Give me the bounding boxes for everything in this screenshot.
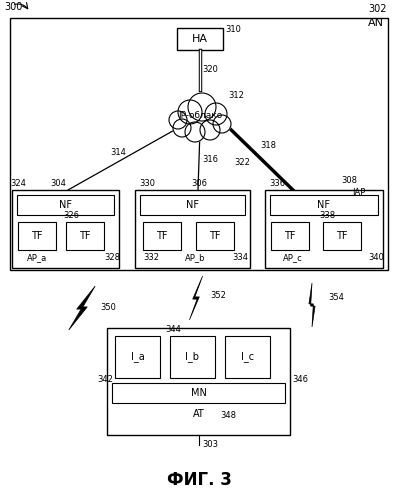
Bar [17, 195, 114, 215]
Text: TF: TF [209, 231, 221, 241]
Text: I_b: I_b [186, 352, 200, 362]
Bar [225, 336, 270, 378]
Text: 312: 312 [228, 91, 244, 100]
Polygon shape [69, 286, 95, 330]
Text: 344: 344 [165, 325, 181, 334]
Text: AT: AT [193, 409, 204, 419]
Text: 342: 342 [97, 374, 113, 384]
Bar [323, 222, 361, 250]
Text: MN: MN [191, 388, 206, 398]
Text: 314: 314 [110, 148, 126, 157]
Polygon shape [309, 283, 315, 327]
Bar [112, 383, 285, 403]
Bar [18, 222, 56, 250]
Text: 330: 330 [139, 179, 155, 188]
Bar [170, 336, 215, 378]
Bar [135, 190, 250, 268]
Text: AP_b: AP_b [184, 253, 205, 262]
Text: 350: 350 [100, 303, 116, 312]
Text: 348: 348 [221, 411, 237, 420]
Circle shape [188, 93, 216, 121]
Text: TF: TF [284, 231, 296, 241]
Circle shape [169, 111, 187, 129]
Text: IAP: IAP [352, 188, 365, 197]
Bar [66, 222, 104, 250]
Text: TF: TF [79, 231, 91, 241]
Bar [10, 18, 388, 270]
Bar [271, 222, 309, 250]
Bar [143, 222, 181, 250]
Text: TF: TF [31, 231, 43, 241]
Text: TF: TF [336, 231, 348, 241]
Text: 340: 340 [368, 253, 384, 262]
Text: AP_a: AP_a [27, 253, 47, 262]
Text: 300: 300 [4, 2, 22, 12]
Text: 308: 308 [341, 176, 357, 185]
Text: 354: 354 [328, 293, 344, 302]
Circle shape [173, 119, 191, 137]
Text: NF: NF [59, 200, 72, 210]
Bar [115, 336, 160, 378]
Text: 352: 352 [210, 291, 226, 300]
Bar [270, 195, 378, 215]
Text: 338: 338 [319, 211, 335, 220]
Text: 336: 336 [269, 179, 285, 188]
Text: 303: 303 [202, 440, 218, 449]
Text: ФИГ. 3: ФИГ. 3 [166, 471, 231, 489]
Text: HA: HA [192, 34, 208, 44]
Polygon shape [190, 276, 203, 320]
Text: 328: 328 [104, 253, 120, 262]
Bar [12, 190, 119, 268]
Text: 326: 326 [63, 211, 79, 220]
Text: I_a: I_a [130, 352, 144, 362]
Text: 334: 334 [232, 253, 248, 262]
Text: 302: 302 [368, 4, 387, 14]
Text: 320: 320 [202, 65, 218, 74]
Circle shape [200, 120, 220, 140]
Circle shape [185, 122, 205, 142]
Bar [107, 328, 290, 435]
Text: 316: 316 [202, 155, 218, 164]
Text: 304: 304 [50, 179, 66, 188]
Text: 310: 310 [225, 25, 241, 34]
Text: AP_c: AP_c [283, 253, 303, 262]
Text: I_c: I_c [241, 352, 254, 362]
Bar [140, 195, 245, 215]
Text: NF: NF [186, 200, 199, 210]
Circle shape [178, 100, 202, 124]
Text: 306: 306 [191, 179, 207, 188]
Text: TF: TF [156, 231, 168, 241]
Text: 324: 324 [10, 179, 26, 188]
Bar [265, 190, 383, 268]
Text: 346: 346 [292, 374, 308, 384]
Circle shape [205, 103, 227, 125]
Text: 322: 322 [234, 158, 250, 167]
Text: NF: NF [318, 200, 330, 210]
Text: 332: 332 [143, 253, 159, 262]
Bar [196, 222, 234, 250]
Text: IP-облако: IP-облако [178, 112, 222, 120]
Text: 318: 318 [260, 141, 276, 150]
Text: AN: AN [368, 18, 384, 28]
Circle shape [213, 115, 231, 133]
Bar [177, 28, 223, 50]
